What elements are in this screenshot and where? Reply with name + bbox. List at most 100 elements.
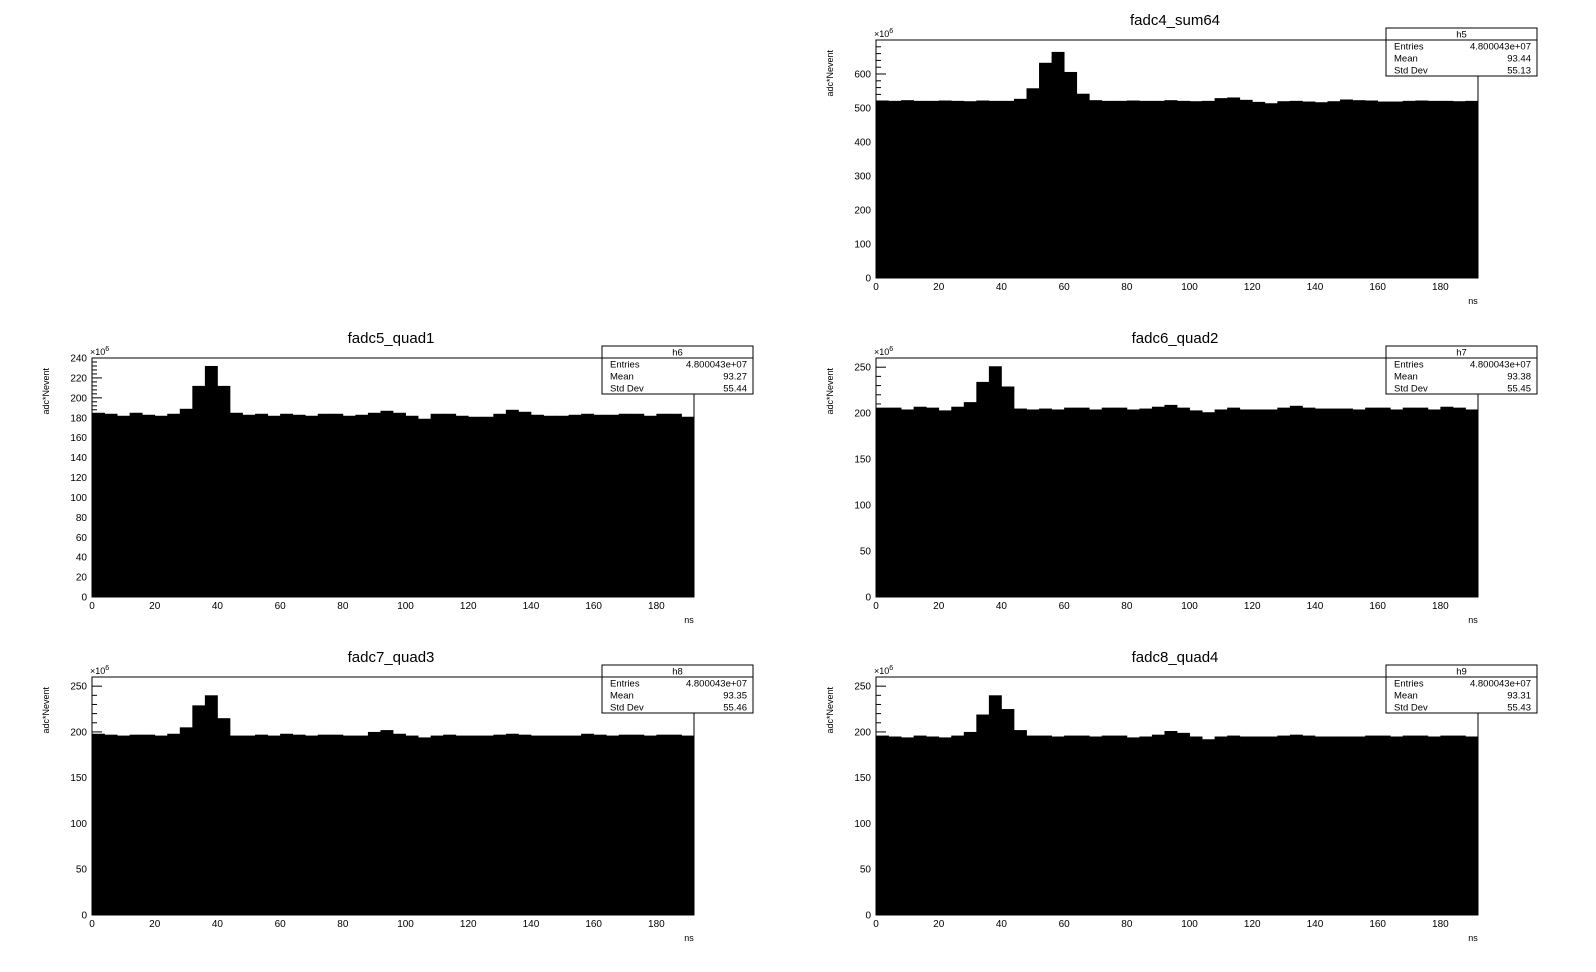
y-tick-label: 200 bbox=[70, 393, 87, 404]
histogram-bin bbox=[593, 734, 607, 915]
histogram-bin bbox=[204, 365, 218, 597]
histogram-bin bbox=[1327, 101, 1341, 278]
histogram-bin bbox=[1402, 407, 1416, 597]
x-tick-label: 60 bbox=[275, 919, 287, 930]
histogram-bin bbox=[154, 735, 168, 915]
histogram-bin bbox=[1239, 736, 1253, 915]
histogram-bin bbox=[1452, 101, 1466, 278]
histogram-bin bbox=[1114, 100, 1128, 278]
histogram-bin bbox=[1390, 409, 1404, 597]
histogram-bin bbox=[1402, 735, 1416, 915]
histogram-bin bbox=[951, 735, 965, 915]
histogram-bin bbox=[1465, 409, 1479, 597]
histogram-bin bbox=[1390, 101, 1404, 278]
histogram-bin bbox=[1189, 410, 1203, 597]
histogram-bin bbox=[380, 410, 394, 597]
stats-box: h9 Entries 4.800043e+07 Mean 93.31 Std Dev 55.… bbox=[1385, 664, 1538, 714]
histogram-bin bbox=[681, 416, 695, 597]
y-tick-label: 0 bbox=[865, 274, 871, 285]
histogram-bin bbox=[581, 413, 595, 597]
x-tick-label: 140 bbox=[1307, 919, 1324, 930]
histogram-bin bbox=[1227, 97, 1241, 279]
histogram-bin bbox=[1252, 736, 1266, 915]
x-tick-label: 180 bbox=[648, 919, 665, 930]
histogram-bin bbox=[267, 735, 281, 915]
x-axis-label: ns bbox=[1468, 615, 1478, 625]
histogram-bin bbox=[1452, 735, 1466, 915]
histogram-bin bbox=[1377, 735, 1391, 915]
x-tick-label: 120 bbox=[1244, 601, 1261, 612]
x-tick-label: 20 bbox=[149, 919, 161, 930]
histogram-bin bbox=[926, 407, 940, 597]
x-tick-label: 40 bbox=[212, 919, 224, 930]
histogram-bin bbox=[1440, 100, 1454, 278]
histogram-bin bbox=[1289, 100, 1303, 278]
histogram-bin bbox=[1289, 734, 1303, 915]
histogram-bin bbox=[117, 415, 131, 597]
histogram-bin bbox=[963, 101, 977, 278]
y-tick-label: 80 bbox=[76, 513, 88, 524]
histogram-bin bbox=[505, 409, 519, 597]
histogram-bin bbox=[1177, 100, 1190, 278]
y-tick-label: 200 bbox=[854, 409, 871, 420]
histogram-bin bbox=[179, 727, 193, 915]
histogram-bin bbox=[242, 735, 256, 915]
histogram-bin bbox=[1064, 735, 1078, 915]
stats-box: h5 Entries 4.800043e+07 Mean 93.44 Std Dev 55.… bbox=[1385, 27, 1538, 77]
histogram-bin bbox=[1189, 736, 1203, 915]
y-multiplier: ×106 bbox=[90, 346, 109, 357]
y-tick-label: 60 bbox=[76, 533, 88, 544]
histogram-bin bbox=[888, 100, 902, 278]
histogram-bin bbox=[1264, 736, 1278, 915]
stats-name: h8 bbox=[672, 667, 683, 678]
histogram-bin bbox=[1089, 409, 1103, 597]
histogram-bin bbox=[493, 413, 507, 597]
x-tick-label: 20 bbox=[149, 601, 161, 612]
histogram-bin bbox=[292, 414, 306, 597]
histogram-bin bbox=[901, 409, 915, 597]
x-tick-label: 100 bbox=[1181, 919, 1198, 930]
histogram-bin bbox=[1026, 88, 1040, 278]
histogram-bin bbox=[1076, 735, 1090, 915]
x-axis-label: ns bbox=[684, 615, 694, 625]
histogram-bin bbox=[988, 100, 1002, 278]
histogram-quad2: fadc6_quad2 0 20 40 60 80 100 120 140 160 180 0 50 10… bbox=[825, 330, 1538, 625]
x-tick-label: 100 bbox=[397, 919, 414, 930]
x-tick-label: 160 bbox=[585, 601, 602, 612]
histogram-bin bbox=[1427, 736, 1441, 915]
histogram-bin bbox=[1177, 732, 1190, 915]
histogram-bin bbox=[280, 413, 294, 597]
histogram-bin bbox=[1013, 730, 1027, 915]
histogram-bin bbox=[1039, 62, 1052, 278]
histogram-bin bbox=[468, 416, 482, 597]
histogram-bin bbox=[568, 414, 582, 597]
histogram-bin bbox=[1001, 100, 1015, 278]
stats-name: h6 bbox=[672, 348, 683, 359]
histogram-bin bbox=[593, 414, 607, 597]
y-tick-label: 300 bbox=[854, 172, 871, 183]
y-tick-label: 200 bbox=[70, 727, 87, 738]
stats-value: 55.45 bbox=[1507, 384, 1531, 395]
y-tick-label: 200 bbox=[854, 727, 871, 738]
histogram-quad3: fadc7_quad3 0 20 40 60 80 100 120 140 160 180 0 50 10… bbox=[41, 649, 754, 943]
histogram-bin bbox=[393, 733, 406, 915]
histogram-bin bbox=[342, 735, 356, 915]
histogram-bin bbox=[668, 413, 682, 597]
histogram-bin bbox=[1402, 100, 1416, 278]
stats-value: 93.44 bbox=[1507, 54, 1531, 65]
histogram-bin bbox=[1114, 407, 1128, 597]
histogram-bin bbox=[305, 735, 319, 915]
histogram-bin bbox=[1377, 101, 1391, 278]
y-tick-label: 20 bbox=[76, 573, 88, 584]
histogram-bin bbox=[1126, 100, 1140, 279]
histogram-bin bbox=[405, 735, 419, 915]
histogram-bin bbox=[167, 733, 181, 915]
x-axis-label: ns bbox=[684, 933, 694, 943]
histogram-bin bbox=[1101, 407, 1115, 597]
histogram-bin bbox=[1151, 406, 1165, 597]
y-tick-label: 600 bbox=[854, 70, 871, 81]
x-tick-label: 140 bbox=[1307, 282, 1324, 293]
histogram-bin bbox=[988, 695, 1002, 915]
histogram-bin bbox=[1264, 409, 1278, 597]
histogram-bin bbox=[1352, 409, 1366, 597]
